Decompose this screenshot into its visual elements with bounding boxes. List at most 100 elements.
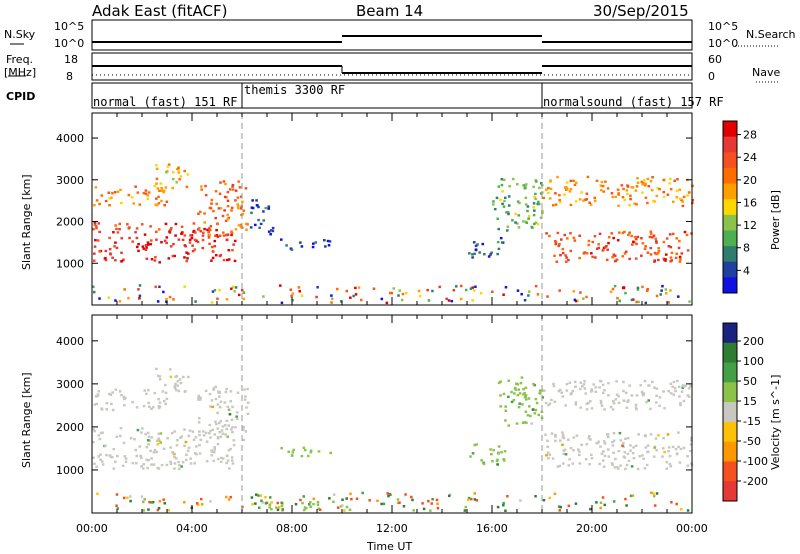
scatter-cell — [536, 293, 540, 296]
scatter-cell — [404, 493, 407, 496]
band-cell — [147, 191, 151, 194]
band-cell — [644, 184, 647, 187]
scatter-cell — [398, 289, 401, 292]
scatter-cell — [430, 502, 434, 505]
band-cell — [590, 457, 594, 460]
scatter-cell — [609, 290, 613, 294]
band-cell — [483, 252, 486, 256]
band-cell — [547, 186, 550, 190]
scatter-cell — [224, 495, 228, 499]
band-cell — [587, 401, 590, 405]
band-cell — [507, 212, 510, 216]
band-cell — [105, 402, 109, 405]
band-cell — [158, 405, 162, 408]
band-cell — [678, 461, 682, 464]
colorbar-segment — [723, 461, 737, 482]
band-cell — [616, 466, 619, 469]
scatter-cell — [534, 284, 538, 288]
band-cell — [559, 201, 562, 204]
band-cell — [624, 437, 627, 441]
band-cell — [216, 235, 220, 239]
band-cell — [513, 392, 516, 395]
band-cell — [499, 394, 502, 397]
scatter-cell — [385, 301, 389, 305]
band-cell — [96, 393, 100, 396]
scatter-cell — [504, 509, 507, 512]
band-cell — [600, 404, 604, 407]
band-cell — [228, 413, 232, 416]
band-cell — [492, 449, 495, 452]
band-cell — [279, 238, 283, 241]
band-cell — [668, 182, 672, 185]
band-cell — [164, 391, 168, 394]
band-cell — [244, 395, 247, 398]
band-cell — [236, 203, 239, 206]
band-cell — [280, 501, 284, 504]
band-cell — [518, 402, 521, 405]
band-cell — [652, 234, 656, 237]
scatter-cell — [616, 296, 619, 300]
noise-left-tick-bottom: 10^0 — [54, 37, 85, 50]
scatter-cell — [579, 291, 582, 294]
band-cell — [687, 395, 691, 398]
band-cell — [670, 259, 674, 262]
band-cell — [594, 390, 598, 393]
noise-right-tick-top: 10^5 — [708, 20, 739, 33]
band-cell — [514, 221, 517, 224]
band-cell — [574, 200, 578, 203]
band-cell — [667, 446, 671, 449]
band-cell — [226, 405, 230, 409]
band-cell — [595, 247, 599, 250]
band-cell — [487, 255, 491, 258]
colorbar-segment — [723, 323, 737, 344]
band-cell — [225, 196, 228, 199]
scatter-cell — [474, 285, 477, 288]
nave-tick-top: 60 — [708, 53, 722, 66]
band-cell — [520, 376, 524, 379]
band-cell — [607, 381, 610, 385]
band-cell — [129, 436, 133, 440]
band-cell — [93, 403, 97, 406]
band-cell — [558, 243, 561, 246]
scatter-cell — [350, 497, 353, 501]
band-cell — [493, 207, 497, 211]
band-cell — [172, 242, 175, 246]
band-cell — [655, 241, 658, 244]
colorbar-tick-label: 8 — [743, 242, 750, 255]
band-cell — [649, 232, 653, 235]
band-cell — [119, 426, 123, 430]
band-cell — [669, 245, 673, 249]
band-cell — [612, 236, 616, 240]
band-cell — [554, 439, 557, 443]
band-cell — [180, 232, 183, 235]
band-cell — [614, 195, 617, 199]
scatter-cell — [455, 285, 458, 288]
band-cell — [624, 467, 627, 471]
band-cell — [108, 236, 111, 240]
colorbar-tick-label: -100 — [743, 455, 768, 468]
band-cell — [93, 203, 96, 207]
band-cell — [92, 440, 95, 444]
band-cell — [229, 400, 233, 403]
band-cell — [564, 453, 568, 456]
band-cell — [214, 397, 218, 401]
band-cell — [668, 462, 672, 466]
band-cell — [309, 449, 313, 452]
band-cell — [93, 252, 96, 255]
noise-panel-frame — [91, 19, 693, 51]
band-cell — [556, 175, 559, 179]
cpid-mode-1: normal (fast) 151 RF — [93, 95, 238, 109]
band-cell — [644, 245, 647, 248]
band-cell — [497, 247, 501, 251]
band-cell — [548, 453, 552, 456]
band-cell — [105, 453, 108, 457]
band-cell — [136, 191, 140, 194]
band-cell — [590, 389, 594, 392]
band-cell — [473, 443, 476, 447]
band-cell — [535, 401, 539, 405]
band-cell — [522, 393, 525, 396]
band-cell — [561, 395, 565, 398]
band-cell — [500, 451, 503, 454]
band-cell — [131, 461, 135, 465]
band-cell — [554, 435, 557, 438]
